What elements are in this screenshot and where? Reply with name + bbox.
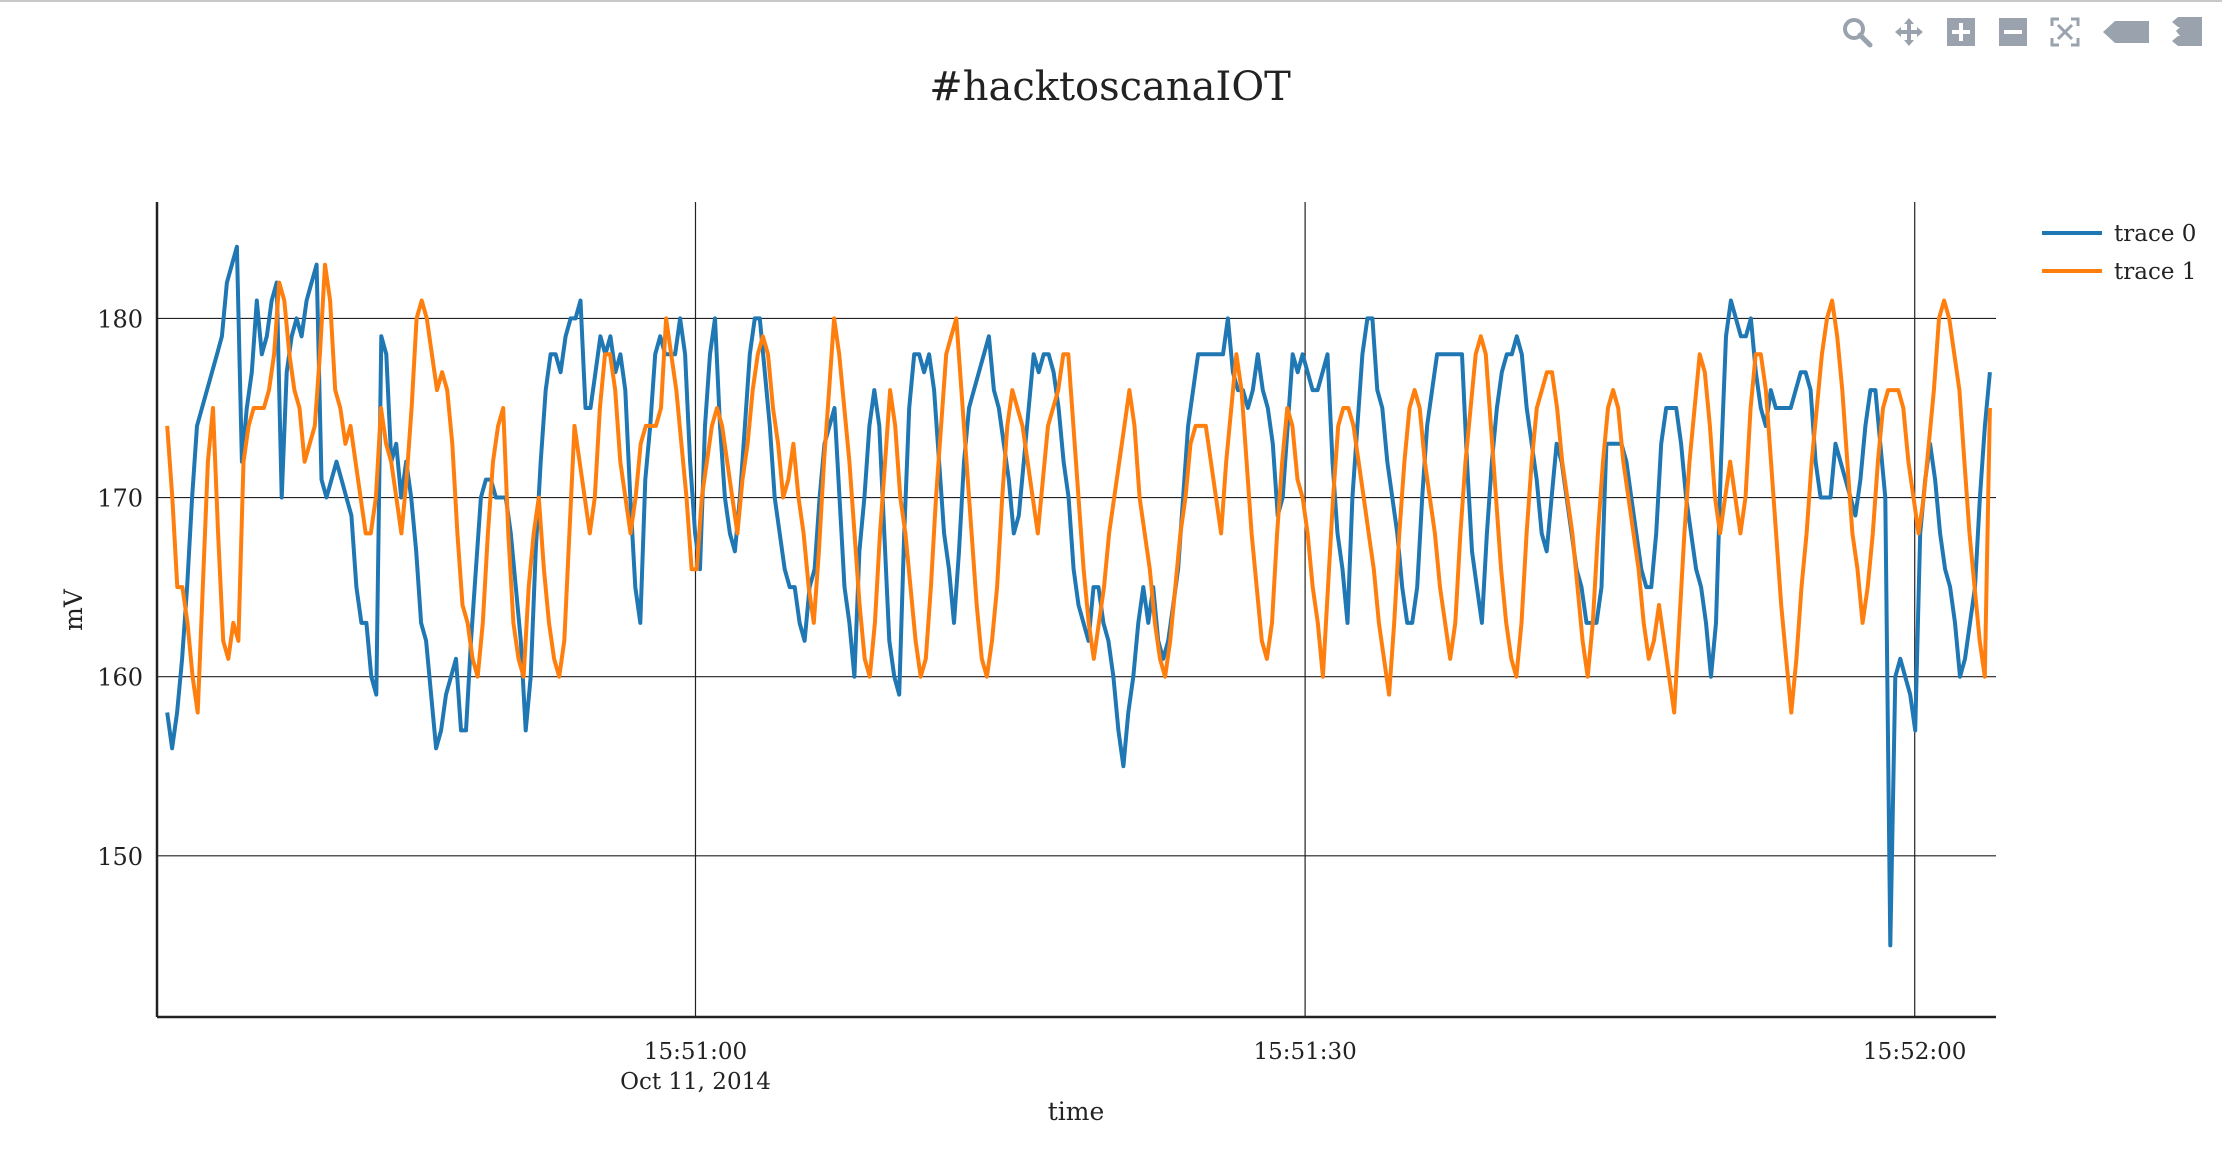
y-tick-label: 150 (97, 843, 143, 871)
x-tick-sublabel: Oct 11, 2014 (620, 1069, 771, 1095)
series-layer (165, 244, 1992, 948)
legend[interactable]: trace 0 trace 1 (2042, 221, 2196, 285)
x-axis-title: time (1048, 1097, 1105, 1126)
x-tick-label: 15:51:00 (644, 1039, 747, 1065)
chart-toolbar (1840, 12, 2204, 52)
x-tick-label: 15:52:00 (1863, 1039, 1966, 1065)
y-axis-title: mV (59, 588, 88, 631)
zoom-icon[interactable] (1840, 15, 1874, 49)
legend-label: trace 0 (2114, 221, 2196, 247)
axes: 150 160 170 180 15:51:00 Oct 11, 2014 15:51:30… (97, 202, 1996, 1095)
hover-compare-icon[interactable] (2170, 15, 2204, 49)
series-line-0 (165, 244, 1992, 948)
y-tick-label: 180 (97, 305, 143, 333)
top-border (0, 0, 2222, 2)
x-tick-label: 15:51:30 (1253, 1039, 1356, 1065)
series-line-1 (165, 262, 1992, 715)
y-tick-label: 170 (97, 485, 143, 513)
legend-label: trace 1 (2114, 259, 2196, 285)
y-tick-label: 160 (97, 664, 143, 692)
autoscale-icon[interactable] (2048, 15, 2082, 49)
chart-title: #hacktoscanaIOT (929, 64, 1291, 110)
gridlines (157, 202, 1996, 1017)
zoom-out-icon[interactable] (1996, 15, 2030, 49)
zoom-in-icon[interactable] (1944, 15, 1978, 49)
pan-icon[interactable] (1892, 15, 1926, 49)
hover-closest-icon[interactable] (2100, 15, 2152, 49)
